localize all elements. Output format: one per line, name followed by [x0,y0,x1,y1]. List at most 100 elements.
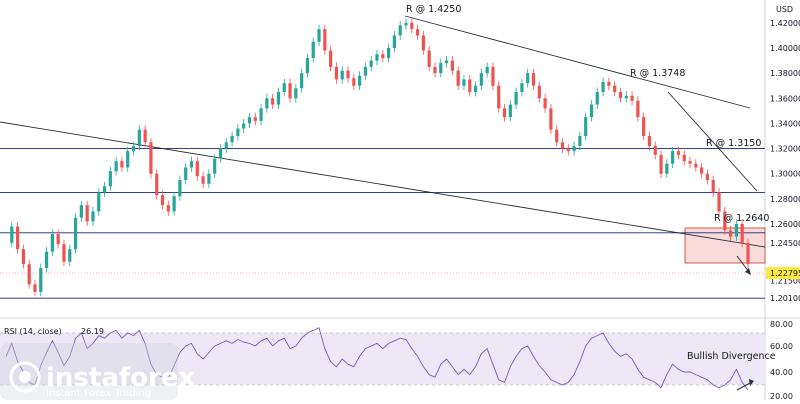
candle-body [514,92,518,105]
candle-body [131,146,136,152]
rsi-tick-label: 60.00 [770,342,793,351]
rsi-tick-label: 80.00 [770,320,793,329]
candle-body [508,104,512,118]
current-price-badge [766,267,800,279]
candle-body [613,85,617,92]
candle-body [68,249,72,262]
candle-body [502,108,507,118]
candle-body [346,70,350,79]
candle-body [358,75,362,86]
price-tick-label: 1.20100 [770,294,800,303]
candle-body [404,22,408,26]
candle-body [33,284,37,292]
candle-body [85,205,89,222]
candle-body [300,73,304,89]
candle-body [44,251,49,268]
logo-badge [0,343,178,400]
candle-body [665,163,669,174]
price-tick-label: 1.26000 [770,220,800,229]
rsi-label: RSI (14, close) [4,327,62,336]
candle-body [114,161,118,172]
long-descending-trendline [0,121,766,248]
candle-body [166,205,170,212]
rsi-path [5,327,749,391]
candle-body [589,104,594,118]
candle-body [433,66,437,74]
candle-body [149,142,153,174]
price-axis-ticks: 1.42000 1.40000 1.38000 1.36000 1.34000 1.320… [770,19,800,303]
candle-body [584,117,588,136]
candle-body [323,29,327,51]
candle-body [21,249,25,265]
candle-body [271,98,275,105]
candle-body [294,88,298,99]
annotation-resistance-4: R @ 1.2640 [714,213,769,224]
candlestick-series [10,18,750,297]
candle-body [473,85,478,92]
candle-body [653,146,657,155]
candle-body [734,224,739,237]
candle-body [398,25,402,36]
price-tick-label: 1.30000 [770,170,800,179]
candle-body [253,117,257,121]
annotation-resistance-2: R @ 1.3748 [630,68,685,79]
candle-body [56,234,60,245]
candle-body [555,129,559,143]
candle-body [491,66,495,86]
candle-body [79,205,83,218]
candle-body [421,35,425,51]
candle-body [102,186,107,193]
currency-label: USD [776,5,793,14]
candle-body [108,171,112,187]
candle-body [305,58,310,74]
candle-body [676,151,681,155]
candle-body [27,264,31,285]
candle-body [120,161,124,168]
upper-channel-trendline [404,15,751,109]
candle-body [50,234,54,252]
candle-body [572,146,576,152]
annotation-bullish-divergence: Bullish Divergence [687,351,776,362]
candle-body [236,128,240,136]
annotation-resistance-3: R @ 1.3150 [706,138,761,149]
candle-body [740,224,744,243]
short-descending-trendline [667,91,758,192]
candle-body [705,173,710,180]
candle-body [578,136,582,147]
price-tick-label: 1.21500 [770,277,800,286]
candle-body [195,161,199,177]
candle-body [700,167,704,174]
candle-body [311,41,315,59]
price-tick-label: 1.40000 [770,44,800,53]
candle-body [392,35,396,48]
current-price-label: 1.22795 [770,269,800,278]
brand-logo: instaforex Instant Forex Trading [0,343,196,400]
candle-body [369,60,373,67]
candle-body [137,129,141,147]
candle-body [184,167,188,180]
candle-body [381,54,385,59]
candle-body [189,161,194,168]
candle-body [218,148,223,159]
price-tick-label: 1.42000 [770,19,800,28]
candle-body [15,226,20,250]
price-tick-label: 1.38000 [770,69,800,78]
rsi-axis-ticks: 80.00 60.00 40.00 20.00 [770,320,793,401]
candle-body [375,54,379,61]
candle-body [624,95,628,99]
candle-body [427,50,431,67]
rsi-tick-label: 40.00 [770,368,793,377]
candle-body [439,63,443,74]
candle-body [39,268,43,292]
candle-body [659,154,663,174]
candle-body [479,73,483,86]
candle-body [317,29,321,42]
candle-body [91,211,95,222]
annotation-resistance-1: R @ 1.4250 [406,4,461,15]
price-tick-label: 1.32000 [770,145,800,154]
candle-body [601,81,605,92]
candle-body [178,180,182,197]
candle-body [363,66,368,76]
candle-body [160,195,165,206]
